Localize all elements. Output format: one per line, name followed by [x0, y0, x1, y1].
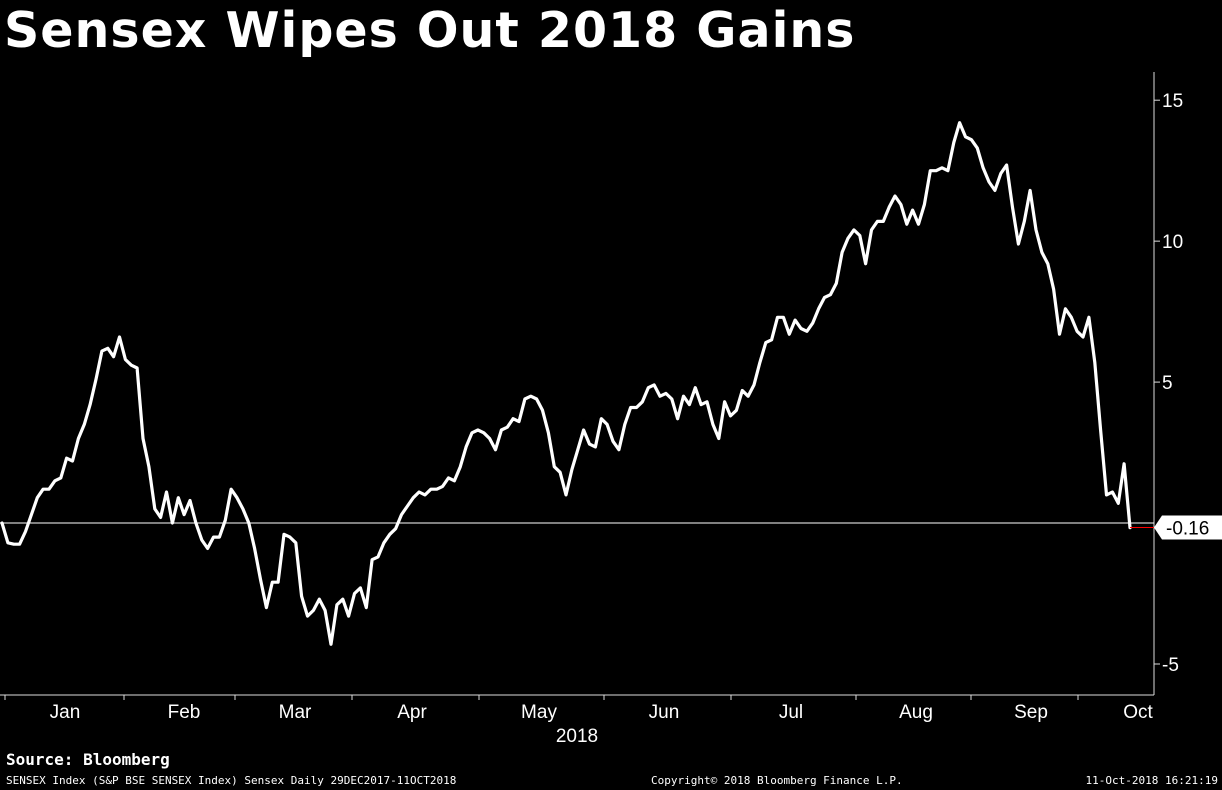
footer-copyright: Copyright© 2018 Bloomberg Finance L.P. [651, 774, 903, 787]
chart-title: Sensex Wipes Out 2018 Gains [4, 2, 856, 59]
y-tick-label: 5 [1162, 373, 1173, 394]
x-tick-label: Sep [1014, 702, 1048, 723]
source-note: Source: Bloomberg [6, 750, 170, 769]
x-tick-label: Aug [899, 702, 933, 723]
footer-index-info: SENSEX Index (S&P BSE SENSEX Index) Sens… [6, 774, 457, 787]
x-tick-label: Mar [279, 702, 312, 723]
y-tick-label: -5 [1162, 655, 1179, 676]
last-value-tag [1154, 515, 1222, 540]
x-tick-label: Feb [168, 702, 201, 723]
x-tick-label: Jun [649, 702, 680, 723]
x-tick-label: Jul [779, 702, 803, 723]
y-tick-label: 15 [1162, 91, 1183, 112]
x-year-label: 2018 [556, 726, 598, 747]
x-tick-label: May [521, 702, 557, 723]
sensex-series-line [0, 121, 1132, 646]
x-tick-label: Apr [397, 702, 427, 723]
chart-axes: 15 10 5 -5 Jan Feb Mar Apr May Jun Jul Aug Sep Oct 201… [0, 72, 1183, 747]
footer-timestamp: 11-Oct-2018 16:21:19 [1085, 774, 1218, 787]
y-tick-label: 10 [1162, 232, 1183, 253]
x-tick-label: Oct [1123, 702, 1153, 723]
chart-marks: -0.16 [0, 121, 1222, 646]
last-value-label: -0.16 [1166, 519, 1209, 540]
x-tick-label: Jan [50, 702, 81, 723]
